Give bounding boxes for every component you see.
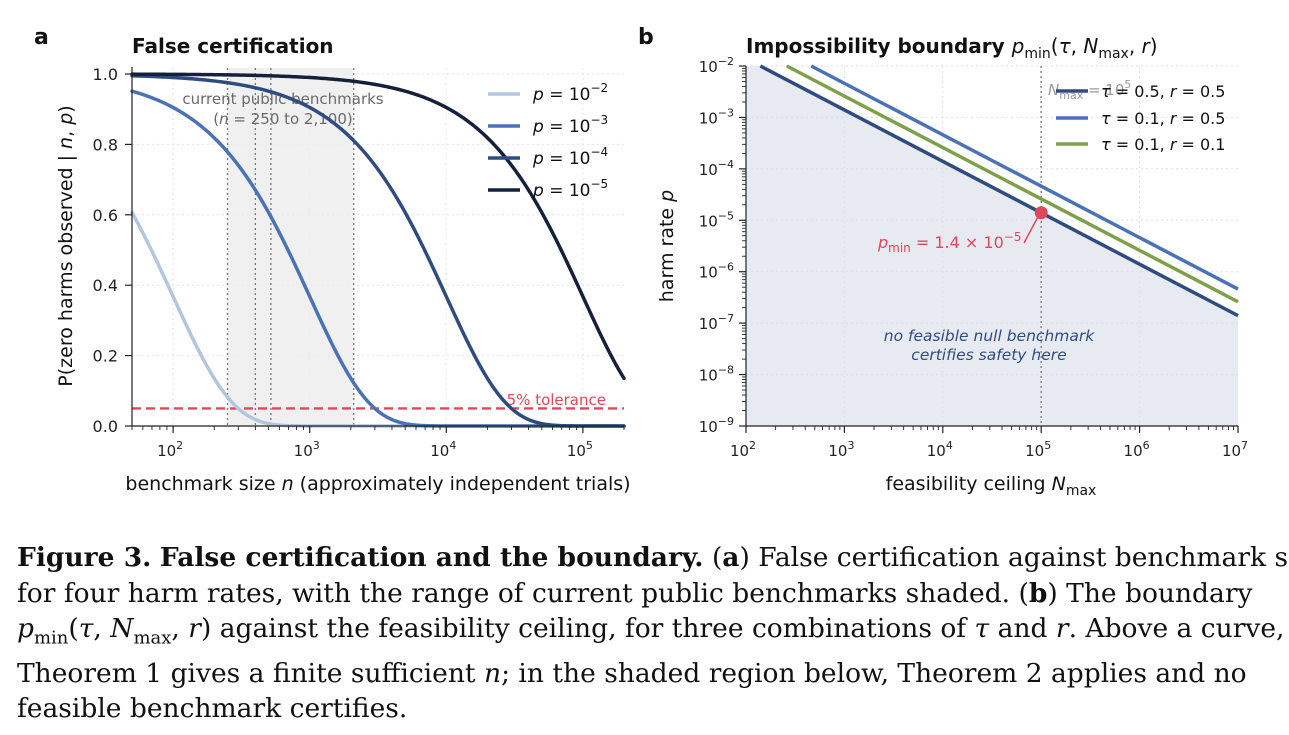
region-label-line1: no feasible null benchmark — [884, 327, 1095, 345]
panel-b: b Impossibility boundary pmin(τ, Nmax, r… — [638, 25, 1248, 499]
x-tick-label: 102 — [730, 439, 756, 460]
x-tick-label: 103 — [294, 439, 320, 460]
y-tick-label: 10−7 — [699, 312, 734, 333]
curve-tau05-r05 — [759, 64, 1239, 318]
y-tick-label: 10−8 — [699, 364, 734, 385]
panel-b-xlabel: feasibility ceiling Nmax — [886, 473, 1097, 499]
panel-a-curves — [130, 72, 626, 428]
y-tick-label: 10−9 — [699, 415, 734, 436]
y-tick-label: 10−2 — [699, 55, 734, 76]
caption-bold-title: False certification and the boundary. — [159, 542, 704, 573]
panel-a-legend: p = 10−2 p = 10−3 p = 10−4 p = 10−5 — [488, 81, 608, 201]
panel-a: a False certification current public ben… — [34, 25, 631, 495]
x-tick-label: 104 — [927, 439, 953, 460]
region-label-line2: certifies safety here — [911, 346, 1066, 364]
legend-label-tau01-r05: τ = 0.1, r = 0.5 — [1101, 109, 1225, 128]
panel-a-y-ticks: 0.0 0.2 0.4 0.6 0.8 1.0 — [93, 65, 132, 436]
panel-b-x-ticks: 102 103 104 105 106 107 — [730, 426, 1248, 460]
y-tick-label: 1.0 — [93, 65, 118, 84]
x-tick-label: 105 — [1025, 439, 1051, 460]
shade-label-line2: (n = 250 to 2,100) — [213, 110, 353, 128]
panel-a-x-ticks: 102 103 104 105 — [131, 426, 625, 460]
pmin-label: pmin = 1.4 × 10−5 — [877, 230, 1021, 255]
figure: a False certification current public ben… — [34, 25, 1248, 499]
x-tick-label: 107 — [1222, 439, 1248, 460]
legend-label-p1e-5: p = 10−5 — [532, 177, 608, 201]
y-tick-label: 0.6 — [93, 206, 118, 225]
panel-a-ylabel: P(zero harms observed | n, p) — [55, 105, 77, 386]
x-tick-label: 102 — [157, 439, 183, 460]
infeasible-region — [746, 66, 1238, 426]
y-tick-label: 10−4 — [699, 158, 734, 179]
panel-b-title: Impossibility boundary pmin(τ, Nmax, r) — [746, 34, 1158, 62]
curve-p1e-4 — [130, 74, 626, 428]
figure-caption: Figure 3. False certification and the bo… — [17, 542, 1289, 725]
legend-label-p1e-3: p = 10−3 — [532, 113, 608, 137]
legend-label-tau05-r05: τ = 0.5, r = 0.5 — [1101, 82, 1225, 101]
panel-b-y-ticks: 10−9 10−8 10−7 10−6 10−5 10−4 10−3 10−2 — [699, 55, 746, 436]
caption-figure-label: Figure 3. — [17, 542, 152, 573]
panel-b-grid — [746, 65, 1238, 426]
curve-p1e-3 — [130, 89, 626, 428]
y-tick-label: 10−6 — [699, 261, 734, 282]
y-tick-label: 0.8 — [93, 135, 118, 154]
y-tick-label: 0.0 — [93, 417, 118, 436]
x-tick-label: 106 — [1124, 439, 1150, 460]
y-tick-label: 10−3 — [699, 106, 734, 127]
panel-b-legend: τ = 0.5, r = 0.5 τ = 0.1, r = 0.5 τ = 0.… — [1056, 82, 1225, 154]
x-tick-label: 104 — [430, 439, 456, 460]
curve-tau01-r01 — [786, 64, 1239, 304]
panel-a-letter: a — [34, 25, 49, 50]
benchmark-shaded-range — [227, 68, 354, 426]
panel-a-title: False certification — [132, 34, 334, 58]
x-tick-label: 105 — [567, 439, 593, 460]
curve-p1e-5 — [130, 72, 626, 381]
x-tick-label: 103 — [828, 439, 854, 460]
y-tick-label: 10−5 — [699, 209, 734, 230]
legend-label-p1e-4: p = 10−4 — [532, 145, 608, 169]
y-tick-label: 0.2 — [93, 347, 118, 366]
pmin-pointer — [1023, 212, 1041, 244]
y-tick-label: 0.4 — [93, 276, 118, 295]
shade-label-line1: current public benchmarks — [182, 90, 383, 108]
pmin-point — [1034, 206, 1048, 220]
tolerance-label: 5% tolerance — [507, 391, 606, 409]
legend-label-p1e-2: p = 10−2 — [532, 81, 608, 105]
panel-b-letter: b — [638, 25, 654, 50]
panel-b-curves — [759, 64, 1239, 318]
panel-b-ylabel: harm rate p — [656, 190, 678, 302]
curve-tau01-r05 — [810, 64, 1239, 291]
legend-label-tau01-r01: τ = 0.1, r = 0.1 — [1101, 135, 1225, 154]
panel-a-xlabel: benchmark size n (approximately independ… — [125, 473, 630, 495]
